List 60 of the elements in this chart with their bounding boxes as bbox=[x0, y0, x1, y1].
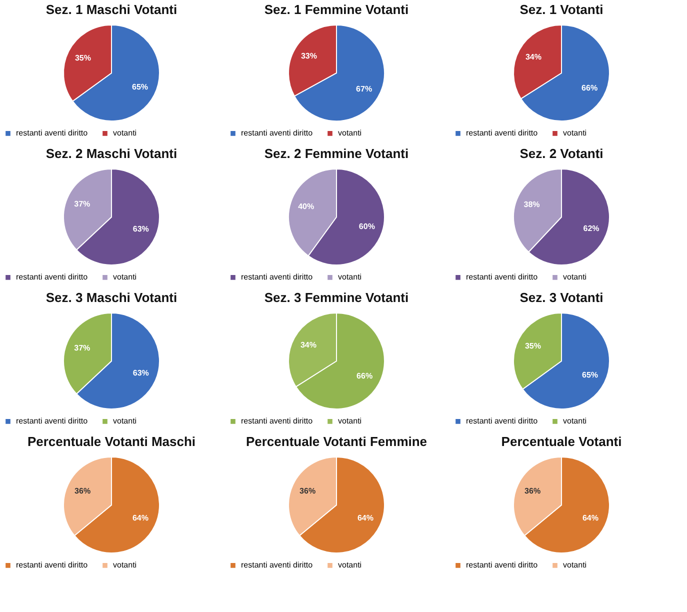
data-label: 66% bbox=[356, 371, 373, 380]
data-label: 67% bbox=[356, 84, 372, 94]
data-label: 64% bbox=[582, 514, 598, 523]
legend-label: votanti bbox=[338, 416, 362, 426]
chart-title: Sez. 2 Maschi Votanti bbox=[46, 146, 178, 161]
legend-label: votanti bbox=[113, 560, 137, 570]
data-label: 40% bbox=[298, 202, 314, 212]
data-label: 65% bbox=[132, 82, 148, 92]
legend-label: votanti bbox=[563, 560, 587, 570]
legend-label: restanti aventi diritto bbox=[241, 128, 314, 138]
chart-title: Sez. 2 Votanti bbox=[520, 146, 604, 161]
legend-label: restanti aventi diritto bbox=[466, 416, 538, 426]
legend-label: votanti bbox=[113, 128, 137, 138]
legend-label: votanti bbox=[338, 128, 362, 138]
data-label: 60% bbox=[358, 222, 375, 231]
legend-label: restanti aventi diritto bbox=[466, 272, 538, 282]
data-label: 64% bbox=[357, 514, 374, 523]
data-label: 62% bbox=[583, 224, 600, 233]
data-label: 37% bbox=[74, 343, 90, 352]
data-label: 35% bbox=[524, 341, 541, 350]
legend-label: votanti bbox=[338, 272, 362, 282]
legend-label: votanti bbox=[113, 416, 137, 426]
chart-title: Sez. 3 Maschi Votanti bbox=[46, 290, 178, 305]
data-label: 34% bbox=[300, 340, 316, 350]
data-label: 35% bbox=[74, 53, 91, 62]
legend-label: restanti aventi diritto bbox=[241, 416, 314, 426]
chart-title: Sez. 1 Maschi Votanti bbox=[46, 2, 178, 17]
legend-label: votanti bbox=[563, 272, 587, 282]
data-label: 38% bbox=[524, 200, 540, 210]
data-label: 64% bbox=[132, 514, 148, 523]
legend-label: votanti bbox=[113, 272, 137, 282]
data-label: 66% bbox=[582, 83, 598, 92]
legend-label: restanti aventi diritto bbox=[466, 560, 538, 570]
legend-label: restanti aventi diritto bbox=[241, 272, 314, 282]
legend-label: restanti aventi diritto bbox=[16, 416, 88, 426]
legend-label: restanti aventi diritto bbox=[16, 560, 88, 570]
data-label: 37% bbox=[74, 199, 90, 208]
data-label: 36% bbox=[524, 486, 541, 496]
chart-title: Sez. 3 Votanti bbox=[520, 290, 604, 305]
data-label: 36% bbox=[74, 486, 91, 496]
chart-title: Sez. 3 Femmine Votanti bbox=[264, 290, 409, 305]
chart-title: Sez. 1 Femmine Votanti bbox=[264, 2, 409, 17]
legend-label: restanti aventi diritto bbox=[466, 128, 538, 138]
data-label: 65% bbox=[582, 370, 598, 380]
chart-title: Percentuale Votanti Maschi bbox=[27, 434, 196, 449]
chart-title: Percentuale Votanti Femmine bbox=[246, 434, 428, 449]
legend-label: restanti aventi diritto bbox=[16, 128, 88, 138]
chart-title: Sez. 1 Votanti bbox=[520, 2, 604, 17]
data-label: 33% bbox=[300, 52, 317, 61]
data-label: 36% bbox=[300, 486, 316, 496]
data-label: 63% bbox=[132, 224, 149, 234]
legend-label: votanti bbox=[563, 128, 587, 138]
data-label: 34% bbox=[525, 52, 542, 62]
legend-label: votanti bbox=[338, 560, 362, 570]
data-label: 63% bbox=[132, 368, 149, 378]
legend-label: restanti aventi diritto bbox=[16, 272, 88, 282]
legend-label: restanti aventi diritto bbox=[241, 560, 314, 570]
legend-label: votanti bbox=[563, 416, 587, 426]
chart-title: Percentuale Votanti bbox=[501, 434, 622, 449]
chart-title: Sez. 2 Femmine Votanti bbox=[264, 146, 409, 161]
